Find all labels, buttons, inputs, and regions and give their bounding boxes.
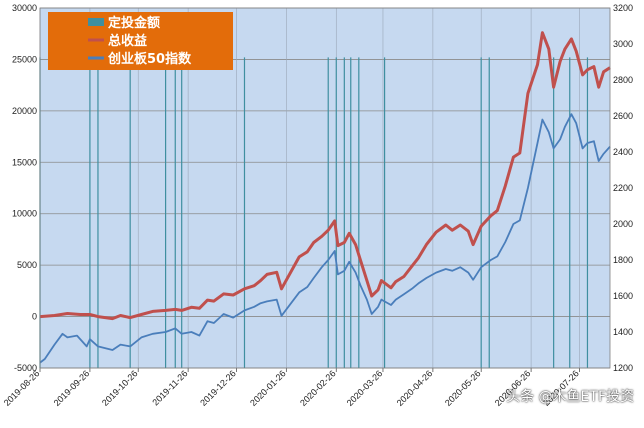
legend-swatch-bar — [88, 18, 104, 26]
right-tick-label: 1200 — [613, 363, 633, 373]
legend-box — [48, 12, 233, 70]
right-tick-label: 1600 — [613, 291, 633, 301]
x-tick-label: 2020-03-26 — [345, 368, 385, 408]
watermark: 头条 @木鱼ETF投资 — [506, 389, 634, 405]
x-tick-label: 2019-09-26 — [52, 368, 92, 408]
right-tick-label: 3200 — [613, 3, 633, 13]
left-tick-label: 25000 — [12, 54, 37, 64]
right-tick-label: 2400 — [613, 147, 633, 157]
legend-label: 定投金额 — [107, 15, 160, 31]
left-tick-label: -5000 — [14, 363, 37, 373]
left-tick-label: 0 — [32, 312, 37, 322]
investment-marks — [39, 57, 589, 368]
left-tick-label: 15000 — [12, 157, 37, 167]
x-tick-label: 2020-05-26 — [443, 368, 483, 408]
left-tick-label: 30000 — [12, 3, 37, 13]
left-tick-label: 5000 — [17, 260, 37, 270]
right-tick-label: 2200 — [613, 183, 633, 193]
plot-border — [39, 7, 611, 369]
left-tick-label: 10000 — [12, 209, 37, 219]
right-tick-label: 3000 — [613, 39, 633, 49]
x-tick-label: 2020-02-26 — [298, 368, 338, 408]
left-tick-label: 20000 — [12, 106, 37, 116]
x-tick-label: 2019-10-26 — [100, 368, 140, 408]
series-line-chinext50 — [39, 113, 611, 364]
x-tick-label: 2019-08-26 — [2, 368, 42, 408]
right-tick-label: 1800 — [613, 255, 633, 265]
x-tick-label: 2020-01-26 — [248, 368, 288, 408]
x-tick-label: 2020-04-26 — [395, 368, 435, 408]
right-tick-label: 2000 — [613, 219, 633, 229]
right-tick-label: 2800 — [613, 75, 633, 85]
legend-label: 总收益 — [108, 33, 147, 49]
right-tick-label: 1400 — [613, 327, 633, 337]
legend-label: 创业板50指数 — [107, 51, 192, 67]
series-line-total-return — [39, 31, 611, 321]
series-lines — [39, 31, 611, 364]
x-tick-label: 2019-12-26 — [198, 368, 238, 408]
x-tick-label: 2019-11-26 — [150, 368, 189, 407]
right-tick-label: 2600 — [613, 111, 633, 121]
